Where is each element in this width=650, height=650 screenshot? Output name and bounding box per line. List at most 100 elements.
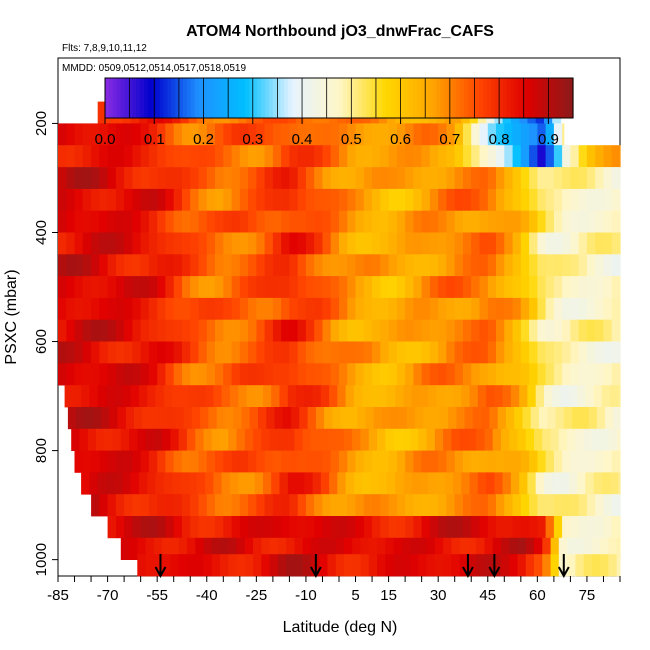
heatmap-cell [578, 188, 588, 212]
heatmap-cell [467, 554, 477, 577]
heatmap-cell [198, 254, 208, 277]
heatmap-cell [216, 407, 226, 430]
heatmap-cell [198, 167, 208, 190]
heatmap-cell [147, 472, 157, 495]
heatmap-cell [586, 232, 596, 255]
heatmap-cell [190, 516, 200, 539]
x-tick-label: 15 [380, 587, 397, 604]
heatmap-cell [296, 472, 305, 495]
heatmap-cell [461, 472, 471, 495]
heatmap-cell [405, 297, 414, 321]
heatmap-cell [352, 428, 362, 451]
heatmap-cell [162, 554, 171, 577]
heatmap-cell [616, 554, 621, 577]
colorbar-tick-label: 0.5 [341, 131, 362, 148]
heatmap-cell [428, 385, 438, 408]
heatmap-cell [520, 188, 530, 212]
colorbar-swatch [163, 78, 168, 118]
heatmap-cell [289, 123, 299, 146]
heatmap-cell [314, 494, 324, 517]
colorbar-swatch [159, 78, 165, 118]
heatmap-cell [454, 123, 464, 146]
heatmap-cell [388, 516, 398, 539]
heatmap-cell [272, 450, 282, 473]
heatmap-cell [320, 385, 330, 408]
colorbar-swatch [346, 78, 352, 118]
heatmap-cell [363, 516, 373, 539]
heatmap-cell [165, 450, 175, 473]
heatmap-cell [339, 341, 348, 364]
heatmap-cell [454, 276, 464, 299]
heatmap-cell [82, 450, 92, 473]
heatmap-cell [537, 167, 547, 190]
heatmap-cell [413, 167, 423, 190]
heatmap-cell [451, 537, 461, 560]
heatmap-cell [220, 428, 229, 451]
heatmap-cell [99, 254, 109, 277]
heatmap-cell [269, 537, 279, 560]
heatmap-cell [496, 254, 505, 277]
heatmap-cell [74, 341, 84, 364]
heatmap-cell [553, 494, 563, 517]
x-tick-label: 75 [579, 587, 596, 604]
heatmap-cell [471, 123, 481, 146]
heatmap-cell [355, 210, 365, 233]
heatmap-cell [258, 407, 267, 430]
heatmap-cell [74, 188, 84, 212]
heatmap-cell [545, 341, 555, 364]
heatmap-cell [418, 428, 428, 451]
heatmap-cell [553, 232, 563, 255]
heatmap-cell [114, 472, 124, 495]
heatmap-cell [429, 188, 439, 212]
heatmap-cell [553, 210, 563, 233]
heatmap-cell [603, 232, 613, 255]
heatmap-cell [578, 210, 588, 233]
heatmap-cell [148, 516, 158, 539]
heatmap-cell [244, 537, 254, 560]
heatmap-cell [248, 276, 257, 299]
heatmap-cell [578, 297, 588, 321]
heatmap-cell [195, 428, 205, 451]
heatmap-cell [264, 276, 274, 299]
heatmap-cell [125, 407, 135, 430]
heatmap-cell [231, 167, 241, 190]
heatmap-cell [611, 450, 621, 473]
heatmap-cell [363, 319, 373, 342]
heatmap-cell [198, 210, 208, 233]
heatmap-cell [550, 428, 560, 451]
heatmap-cell [438, 188, 448, 212]
heatmap-cell [578, 341, 588, 364]
heatmap-cell [454, 297, 464, 321]
chart-flights-subtitle: Flts: 7,8,9,10,11,12 [62, 43, 147, 54]
heatmap-cell [372, 341, 381, 364]
heatmap-cell [413, 123, 423, 146]
heatmap-cell [272, 145, 282, 168]
heatmap-cell [312, 472, 322, 495]
heatmap-cell [254, 472, 264, 495]
heatmap-cell [562, 145, 571, 168]
heatmap-cell [215, 319, 224, 342]
heatmap-cell [115, 297, 125, 321]
heatmap-cell [601, 472, 611, 495]
heatmap-cell [330, 319, 340, 342]
heatmap-cell [182, 363, 191, 386]
heatmap-cell [66, 123, 76, 146]
colorbar-swatch [498, 78, 504, 118]
heatmap-cell [140, 297, 150, 321]
heatmap-cell [91, 276, 100, 299]
heatmap-cell [248, 188, 257, 212]
heatmap-cell [527, 472, 537, 495]
heatmap-cell [487, 494, 497, 517]
heatmap-cell [305, 276, 315, 299]
heatmap-cell [120, 537, 130, 560]
colorbar-swatch [136, 78, 141, 118]
heatmap-cell [446, 516, 456, 539]
heatmap-cell [115, 145, 125, 168]
heatmap-cell [595, 363, 605, 386]
heatmap-cell [355, 494, 365, 517]
heatmap-cell [545, 297, 555, 321]
chart-title: ATOM4 Northbound jO3_dnwFrac_CAFS [186, 23, 494, 40]
heatmap-cell [211, 428, 221, 451]
heatmap-cell [91, 232, 100, 255]
heatmap-cell [421, 276, 431, 299]
